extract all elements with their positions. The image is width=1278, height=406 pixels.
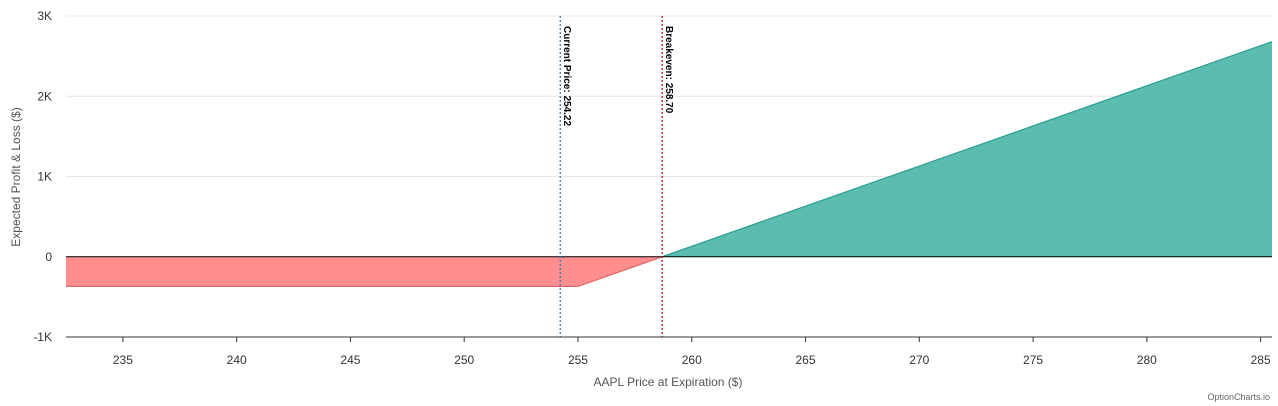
y-tick-label: 1K xyxy=(37,170,52,184)
x-tick-label: 270 xyxy=(909,353,929,367)
x-tick-label: 260 xyxy=(682,353,702,367)
y-tick-label: 2K xyxy=(37,89,52,103)
x-tick-label: 285 xyxy=(1251,353,1271,367)
x-axis: 235 240 245 250 255 260 265 270 275 280 285 xyxy=(66,336,1272,367)
profit-line xyxy=(661,41,1273,258)
x-tick-label: 250 xyxy=(454,353,474,367)
x-tick-label: 240 xyxy=(227,353,247,367)
y-axis-title: Expected Profit & Loss ($) xyxy=(9,107,23,246)
y-tick-label: -1K xyxy=(33,330,52,344)
credit-label: OptionCharts.io xyxy=(1207,392,1270,402)
loss-line xyxy=(66,256,663,288)
x-tick-label: 275 xyxy=(1023,353,1043,367)
x-tick-label: 245 xyxy=(340,353,360,367)
x-tick-label: 280 xyxy=(1137,353,1157,367)
x-tick-label: 235 xyxy=(113,353,133,367)
current-price-label: Current Price: 254.22 xyxy=(561,26,572,126)
loss-area xyxy=(66,256,663,287)
x-axis-title: AAPL Price at Expiration ($) xyxy=(594,375,743,389)
y-tick-label: 0 xyxy=(45,250,52,264)
x-tick-label: 255 xyxy=(568,353,588,367)
chart-areas xyxy=(66,41,1273,288)
breakeven-label: Breakeven: 258.70 xyxy=(663,26,674,114)
x-tick-label: 265 xyxy=(796,353,816,367)
y-axis: -1K 0 1K 2K 3K xyxy=(33,9,52,344)
y-tick-label: 3K xyxy=(37,9,52,23)
reference-lines: Current Price: 254.22 Breakeven: 258.70 xyxy=(559,16,674,337)
